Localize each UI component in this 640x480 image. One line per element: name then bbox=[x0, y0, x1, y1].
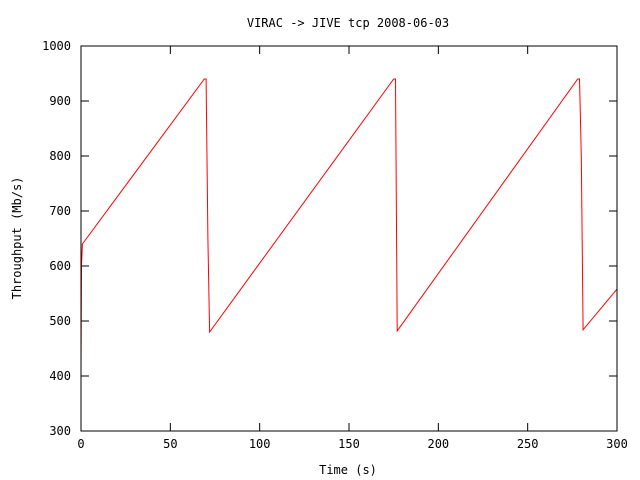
x-tick-label: 300 bbox=[606, 437, 628, 451]
x-tick-label: 150 bbox=[338, 437, 360, 451]
x-axis-ticks: 0 50 100 150 200 250 300 bbox=[77, 46, 628, 451]
y-tick-label: 600 bbox=[49, 259, 71, 273]
y-axis-label: Throughput (Mb/s) bbox=[10, 177, 24, 300]
y-tick-label: 300 bbox=[49, 424, 71, 438]
x-tick-label: 100 bbox=[249, 437, 271, 451]
x-tick-label: 250 bbox=[517, 437, 539, 451]
x-tick-label: 0 bbox=[77, 437, 84, 451]
x-axis-label: Time (s) bbox=[319, 463, 377, 477]
x-tick-label: 200 bbox=[427, 437, 449, 451]
y-tick-label: 700 bbox=[49, 204, 71, 218]
y-tick-label: 900 bbox=[49, 94, 71, 108]
throughput-line bbox=[80, 78, 618, 371]
y-tick-label: 1000 bbox=[42, 39, 71, 53]
chart-title: VIRAC -> JIVE tcp 2008-06-03 bbox=[247, 16, 449, 30]
y-tick-label: 500 bbox=[49, 314, 71, 328]
y-axis-ticks: 300 400 500 600 700 800 900 1000 bbox=[42, 39, 617, 438]
y-tick-label: 400 bbox=[49, 369, 71, 383]
y-tick-label: 800 bbox=[49, 149, 71, 163]
plot-series bbox=[80, 78, 618, 371]
plot-frame bbox=[80, 45, 618, 432]
x-tick-label: 50 bbox=[163, 437, 177, 451]
